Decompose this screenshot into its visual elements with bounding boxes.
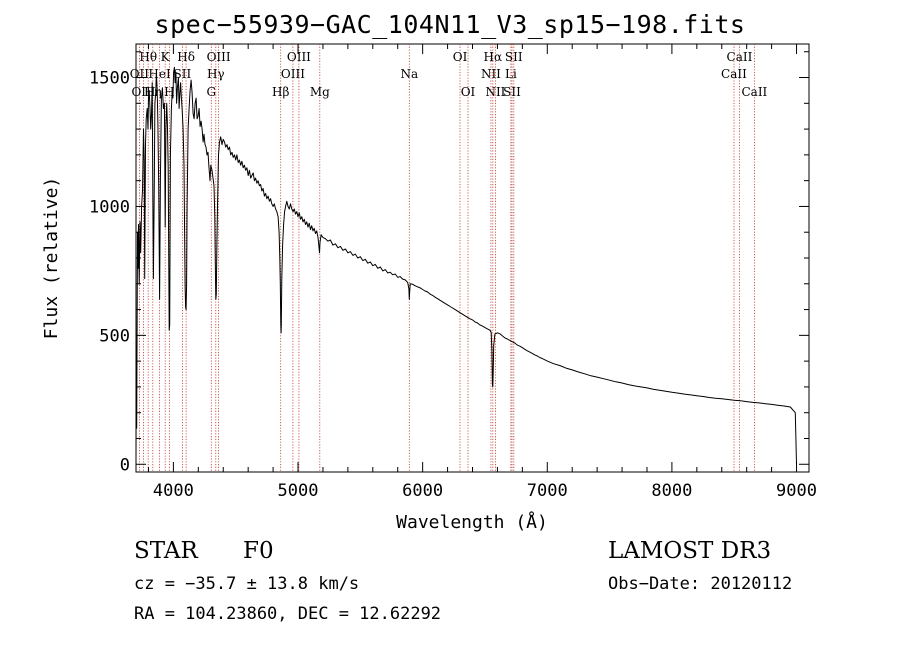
y-axis-label: Flux (relative) — [41, 177, 62, 340]
x-tick-label: 5000 — [278, 481, 319, 501]
object-type: STAR — [134, 538, 198, 564]
spectral-line-label: Mg — [310, 85, 330, 99]
series-line-0 — [135, 66, 797, 465]
spectral-line-label: OIII — [287, 50, 311, 64]
y-tick-label: 1500 — [89, 69, 130, 89]
spectral-line-label: Hθ — [139, 50, 157, 64]
axis-ticks: 4000 5000 6000 7000 8000 9000 0 500 1000 1500 — [89, 44, 817, 501]
spectral-line-label: Hδ — [177, 50, 195, 64]
spectral-line-label: NII — [481, 67, 501, 81]
spectral-line-label: CaII — [741, 85, 767, 99]
spectral-line-label: K — [161, 50, 171, 64]
spectral-line-label: Li — [505, 67, 517, 81]
ra-dec: RA = 104.23860, DEC = 12.62292 — [134, 604, 442, 624]
spectral-line-label: Hα — [484, 50, 503, 64]
spectral-line-label: Hβ — [272, 85, 289, 99]
obs-date: Obs−Date: 20120112 — [608, 574, 793, 594]
chart-title: spec−55939−GAC_104N11_V3_sp15−198.fits — [154, 10, 746, 39]
y-tick-label: 500 — [99, 326, 130, 346]
spectral-line-label: G — [206, 85, 216, 99]
spectral-line-label: OIII — [207, 50, 231, 64]
spectral-line-label: Na — [400, 67, 418, 81]
y-tick-label: 1000 — [89, 197, 130, 217]
spectral-line-label: OI — [453, 50, 468, 64]
spectral-line-label: CaII — [727, 50, 753, 64]
spectral-line-label: Hη — [144, 85, 162, 99]
spectral-line-label: OII — [130, 67, 150, 81]
y-tick-label: 0 — [120, 455, 130, 475]
x-tick-label: 9000 — [776, 481, 817, 501]
spectral-line-label: Hγ — [207, 67, 225, 81]
plot-frame — [135, 43, 810, 473]
x-tick-label: 7000 — [527, 481, 568, 501]
spectral-line-label: SII — [174, 67, 192, 81]
spectral-line-label: OI — [461, 85, 476, 99]
x-tick-label: 8000 — [651, 481, 692, 501]
spectral-line-label: SII — [505, 50, 523, 64]
spectrum-series — [135, 66, 797, 465]
x-tick-label: 6000 — [402, 481, 443, 501]
spectral-line-label: OIII — [281, 67, 305, 81]
x-tick-label: 4000 — [153, 481, 194, 501]
line-markers — [138, 44, 755, 472]
object-subclass: F0 — [243, 538, 274, 564]
spectral-line-label: OIII — [131, 85, 155, 99]
spectral-line-label: SII — [503, 85, 521, 99]
spectral-line-label: CaII — [721, 67, 747, 81]
spectral-line-label: H — [164, 85, 174, 99]
spectral-line-label: NII — [485, 85, 505, 99]
survey-name: LAMOST DR3 — [608, 538, 772, 564]
redshift-cz: cz = −35.7 ± 13.8 km/s — [134, 574, 360, 594]
x-axis-label: Wavelength (Å) — [396, 511, 548, 533]
spectral-line-label: HeI — [148, 67, 171, 81]
